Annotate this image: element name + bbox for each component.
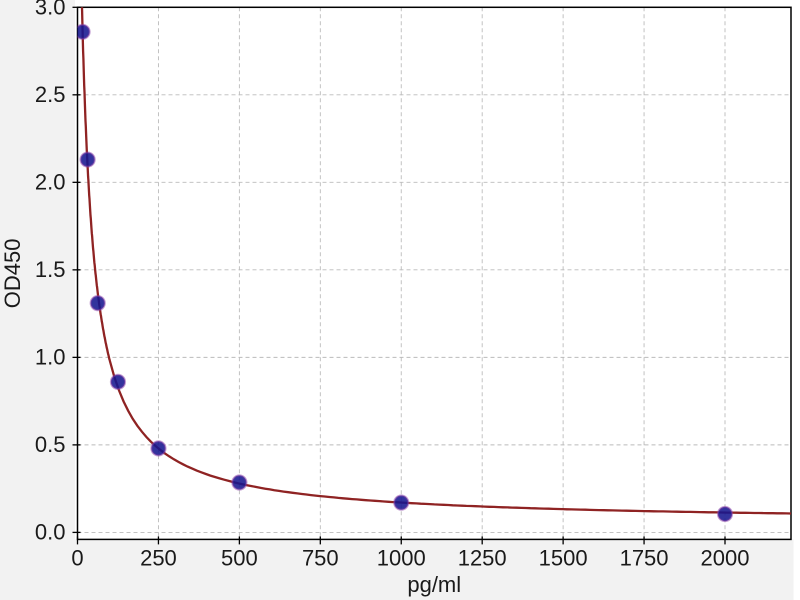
svg-text:1750: 1750 (620, 545, 669, 570)
svg-text:1.0: 1.0 (35, 344, 66, 369)
svg-text:2.0: 2.0 (35, 169, 66, 194)
svg-text:750: 750 (302, 545, 339, 570)
svg-text:1.5: 1.5 (35, 257, 66, 282)
svg-text:0: 0 (71, 545, 83, 570)
svg-text:3.0: 3.0 (35, 0, 66, 19)
svg-text:pg/ml: pg/ml (407, 572, 461, 597)
svg-text:500: 500 (221, 545, 258, 570)
svg-text:2000: 2000 (701, 545, 750, 570)
svg-text:OD450: OD450 (0, 238, 25, 308)
svg-text:1250: 1250 (458, 545, 507, 570)
svg-text:250: 250 (140, 545, 177, 570)
svg-text:0.5: 0.5 (35, 432, 66, 457)
svg-text:1500: 1500 (539, 545, 588, 570)
svg-text:0.0: 0.0 (35, 519, 66, 544)
svg-text:2.5: 2.5 (35, 82, 66, 107)
svg-text:1000: 1000 (377, 545, 426, 570)
